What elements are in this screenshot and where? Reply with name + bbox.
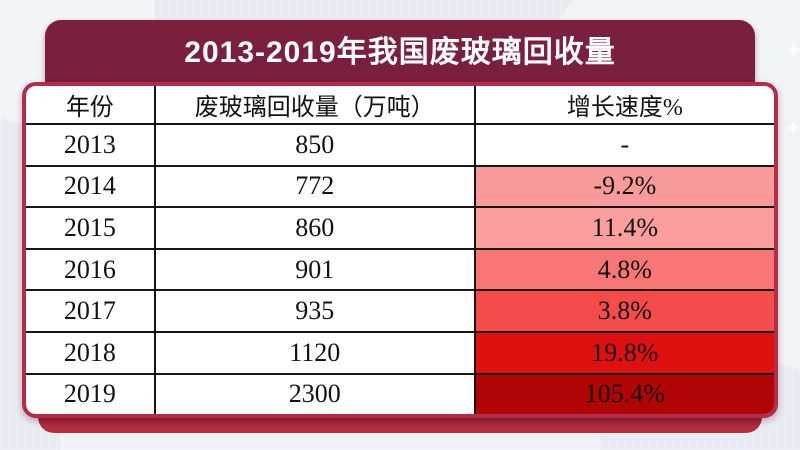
header-volume: 废玻璃回收量（万吨） xyxy=(153,86,476,125)
year-cell: 2016 xyxy=(26,247,156,292)
year-cell: 2017 xyxy=(26,289,156,334)
growth-cell: 105.4% xyxy=(473,372,774,414)
table-row: 2015 860 11.4% xyxy=(26,206,774,250)
table-row: 2017 935 3.8% xyxy=(26,289,774,334)
data-table: 年份 废玻璃回收量（万吨） 增长速度% 2013 850 - 2014 772 … xyxy=(26,86,774,414)
sparkle-icon: + xyxy=(786,118,800,138)
year-cell: 2018 xyxy=(26,331,156,375)
growth-cell: 4.8% xyxy=(473,247,774,292)
volume-cell: 850 xyxy=(153,123,476,167)
header-row: 年份 废玻璃回收量（万吨） 增长速度% xyxy=(26,86,774,125)
header-year: 年份 xyxy=(26,86,156,125)
table-row: 2014 772 -9.2% xyxy=(26,164,774,209)
table-card: 年份 废玻璃回收量（万吨） 增长速度% 2013 850 - 2014 772 … xyxy=(22,82,778,418)
growth-cell: - xyxy=(473,123,774,167)
volume-cell: 935 xyxy=(153,289,476,334)
year-cell: 2015 xyxy=(26,206,156,250)
page-title: 2013-2019年我国废玻璃回收量 xyxy=(184,36,616,69)
growth-cell: 19.8% xyxy=(473,331,774,375)
volume-cell: 1120 xyxy=(153,331,476,375)
year-cell: 2014 xyxy=(26,164,156,209)
year-cell: 2019 xyxy=(26,372,156,414)
growth-cell: 3.8% xyxy=(473,289,774,334)
volume-cell: 2300 xyxy=(153,372,476,414)
header-growth: 增长速度% xyxy=(473,86,774,125)
table-row: 2013 850 - xyxy=(26,123,774,167)
year-cell: 2013 xyxy=(26,123,156,167)
sparkle-icon: + xyxy=(787,40,800,60)
volume-cell: 901 xyxy=(153,247,476,292)
table-row: 2016 901 4.8% xyxy=(26,247,774,292)
table-row: 2018 1120 19.8% xyxy=(26,331,774,375)
growth-cell: -9.2% xyxy=(473,164,774,209)
table-row: 2019 2300 105.4% xyxy=(26,372,774,414)
title-banner: 2013-2019年我国废玻璃回收量 xyxy=(45,20,755,83)
volume-cell: 860 xyxy=(153,206,476,250)
growth-cell: 11.4% xyxy=(473,206,774,250)
volume-cell: 772 xyxy=(153,164,476,209)
